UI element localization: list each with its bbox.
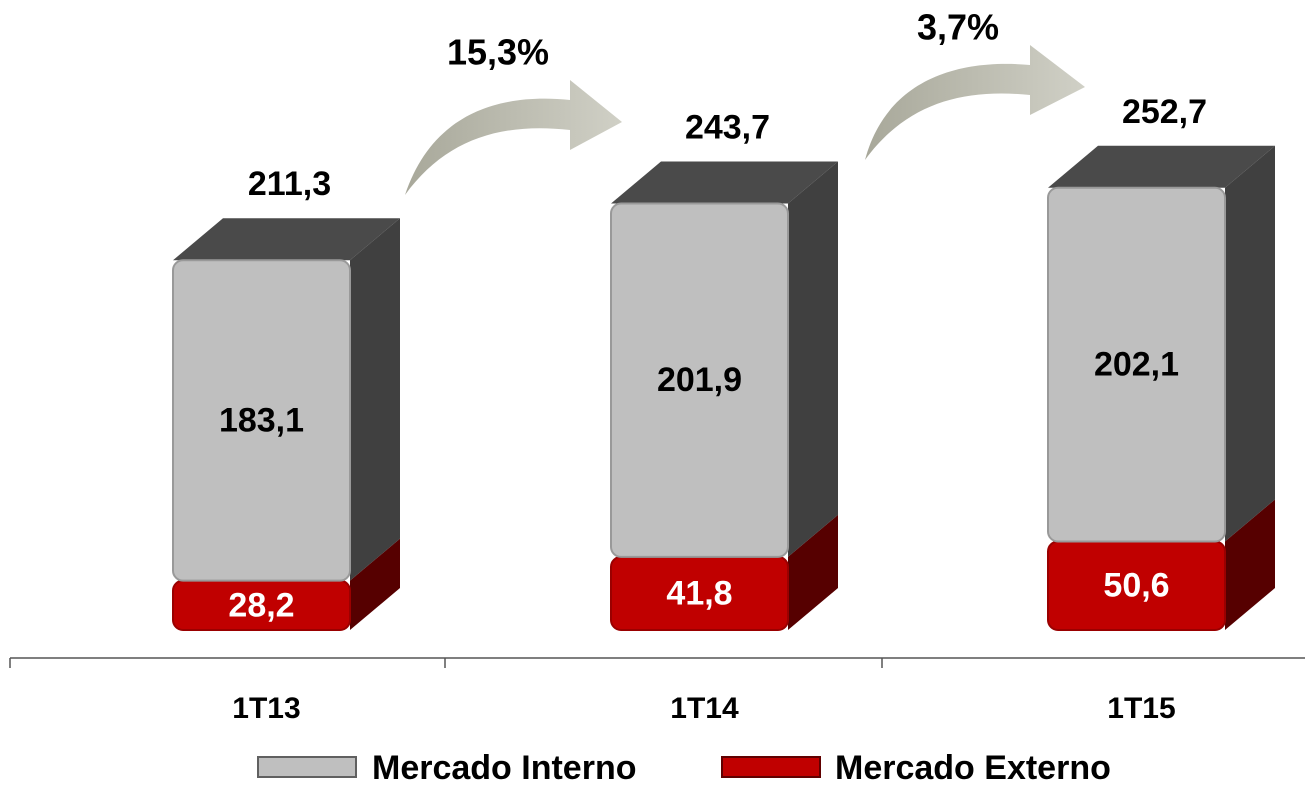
bar-side	[350, 538, 400, 630]
bar-segment	[610, 161, 838, 558]
growth-label: 3,7%	[917, 7, 999, 48]
x-tick-label: 1T13	[232, 692, 300, 725]
value-label: 50,6	[1103, 567, 1169, 605]
value-label: 28,2	[228, 586, 294, 624]
bar-segment	[610, 514, 838, 631]
bar-segment	[172, 218, 400, 582]
bar-segment	[1047, 499, 1275, 632]
bar-segment	[172, 538, 400, 632]
bar-side	[788, 514, 838, 630]
bar-side	[1225, 145, 1275, 542]
value-label: 183,1	[219, 401, 304, 439]
bar-top	[173, 218, 400, 261]
value-label: 201,9	[657, 361, 742, 399]
bar-side	[1225, 499, 1275, 630]
bar-front	[610, 202, 789, 558]
bar-top	[611, 161, 838, 204]
bar-side	[350, 218, 400, 581]
growth-arrow	[405, 80, 622, 195]
bar-top	[1048, 145, 1275, 188]
bar-side	[788, 161, 838, 557]
x-tick-label: 1T15	[1107, 692, 1175, 725]
total-label: 211,3	[248, 165, 331, 203]
growth-arrow	[865, 45, 1085, 160]
x-tick-label: 1T14	[670, 692, 739, 725]
bar-segment	[1047, 145, 1275, 543]
legend-swatch	[257, 756, 357, 778]
growth-label: 15,3%	[447, 32, 549, 73]
legend-swatch	[721, 756, 821, 778]
bar-front	[172, 259, 351, 582]
bar-front	[1047, 186, 1226, 543]
total-label: 243,7	[685, 109, 770, 147]
value-label: 202,1	[1094, 346, 1179, 384]
total-label: 252,7	[1122, 93, 1207, 131]
legend-label: Mercado Interno	[372, 749, 636, 787]
value-label: 41,8	[666, 574, 732, 612]
legend-label: Mercado Externo	[835, 749, 1111, 787]
